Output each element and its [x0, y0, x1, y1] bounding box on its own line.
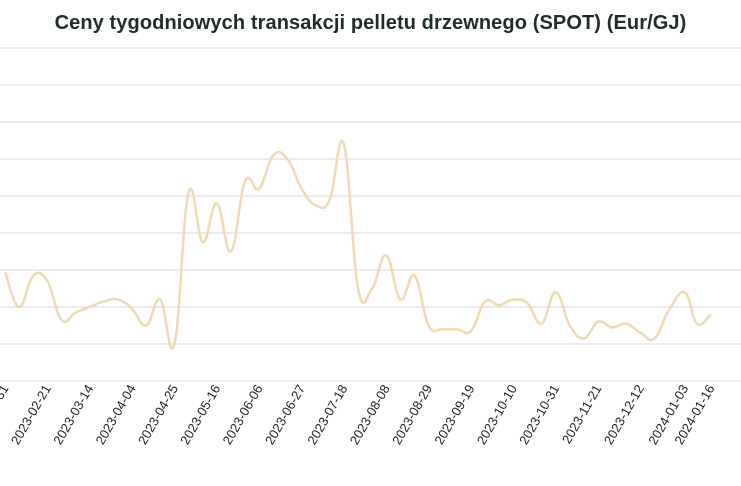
x-tick-label: 2023-07-18 — [304, 382, 350, 447]
x-tick-label: 2023-06-06 — [220, 382, 266, 447]
x-tick-label: 2023-05-16 — [177, 382, 223, 447]
x-tick-label: 2023-04-25 — [135, 382, 181, 447]
x-tick-label: 2023-06-27 — [262, 382, 308, 447]
chart-title: Ceny tygodniowych transakcji pelletu drz… — [54, 12, 687, 34]
x-tick-label: 2023-11-21 — [559, 382, 605, 446]
gridlines — [0, 47, 741, 382]
x-tick-label: 2023-10-31 — [516, 382, 562, 447]
series-line — [3, 139, 712, 350]
x-tick-labels: 2023-01-312023-02-212023-03-142023-04-04… — [0, 382, 718, 447]
x-tick-label: 2023-10-10 — [474, 382, 520, 447]
series-line-layer — [3, 139, 712, 350]
x-tick-label: 2023-03-14 — [50, 382, 96, 447]
x-tick-label: 2023-02-21 — [8, 382, 54, 447]
x-tick-label: 2023-04-04 — [92, 382, 138, 447]
x-tick-label: 2023-12-12 — [601, 382, 647, 447]
x-tick-label: 2023-08-08 — [347, 382, 393, 447]
x-tick-label: 2023-08-29 — [389, 382, 435, 447]
x-tick-label: 2023-09-19 — [431, 382, 477, 447]
